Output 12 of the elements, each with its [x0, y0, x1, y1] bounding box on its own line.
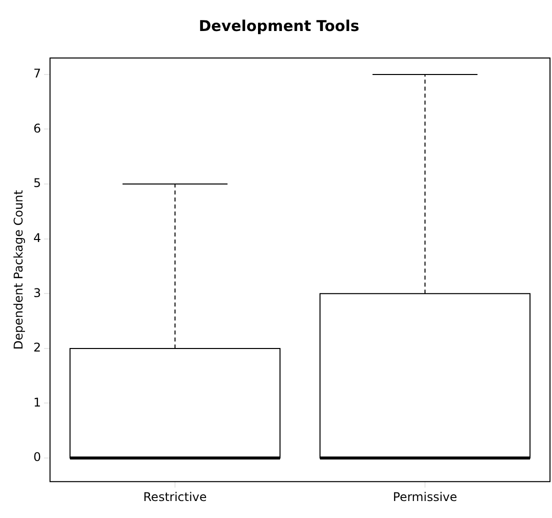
y-tick-label: 1 [33, 395, 42, 410]
x-tick-label: Permissive [392, 490, 458, 504]
y-tick-label: 6 [33, 121, 42, 136]
y-tick-label: 3 [33, 286, 42, 300]
x-tick-label: Restrictive [143, 490, 207, 504]
y-tick-label: 4 [33, 230, 42, 245]
y-tick-label: 0 [33, 450, 42, 464]
chart-title: Development Tools [198, 16, 360, 35]
y-axis-title: Dependent Package Count [11, 190, 26, 350]
y-tick-label: 7 [33, 66, 42, 81]
y-tick-label: 2 [33, 340, 42, 355]
y-tick-label: 5 [33, 176, 42, 190]
